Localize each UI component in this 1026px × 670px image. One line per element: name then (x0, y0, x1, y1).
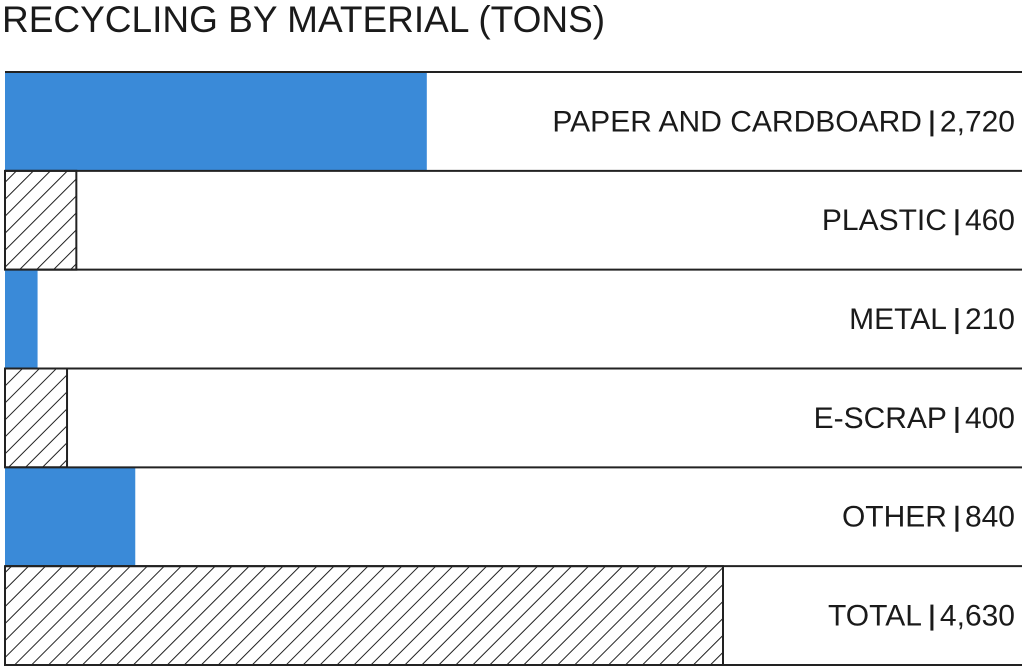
bar (4, 565, 724, 667)
value-label: 400 (965, 402, 1015, 435)
value-label: 840 (965, 501, 1015, 534)
value-label: 460 (965, 204, 1015, 237)
value-label: 210 (965, 303, 1015, 336)
category-label: OTHER (842, 501, 947, 534)
bar (4, 169, 78, 271)
category-label: METAL (849, 303, 947, 336)
category-label: TOTAL (828, 600, 922, 633)
category-label: E-SCRAP (814, 402, 947, 435)
bar (4, 367, 69, 469)
bar (5, 72, 427, 171)
bar (5, 467, 136, 567)
category-label: PLASTIC (822, 204, 947, 237)
value-label: 4,630 (940, 600, 1015, 633)
value-label: 2,720 (940, 105, 1015, 138)
bar (5, 269, 38, 369)
category-label: PAPER AND CARDBOARD (552, 105, 922, 138)
chart-title: RECYCLING BY MATERIAL (TONS) (2, 0, 605, 40)
